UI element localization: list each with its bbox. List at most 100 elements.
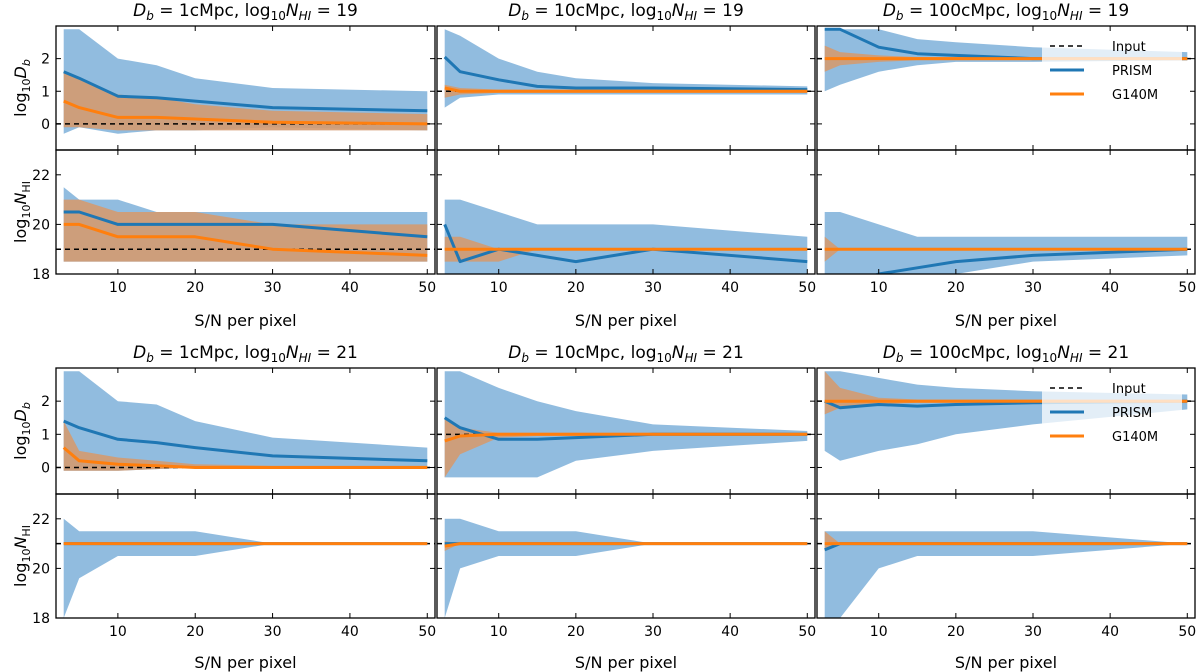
prism-band	[824, 212, 1188, 274]
title-D: D	[133, 1, 146, 21]
prism-band	[444, 371, 808, 478]
title-D: D	[883, 1, 896, 21]
y-tick-label: 1	[41, 427, 50, 443]
ylabel-10: 10	[20, 78, 33, 92]
db-plot-area	[437, 29, 815, 108]
legend: Input PRISM G140M	[1042, 374, 1182, 452]
x-tick-label: 50	[418, 624, 436, 640]
x-tick-label: 20	[186, 624, 204, 640]
title-10-sub: 10	[271, 9, 286, 23]
nh-plot-area	[56, 187, 435, 262]
x-tick-label: 20	[947, 624, 965, 640]
nh-frame	[55, 149, 436, 275]
legend-input-label: Input	[1112, 40, 1146, 55]
x-tick-label: 40	[341, 624, 359, 640]
x-tick-label: 10	[870, 280, 888, 296]
title-D: D	[508, 1, 521, 21]
g140m-line	[63, 99, 428, 126]
panel-title: Db = 100cMpc, log10NHI = 21	[883, 343, 1129, 365]
title-mid: = 1cMpc, log	[154, 1, 271, 21]
title-HI-sub: HI	[299, 9, 312, 23]
ylabel-D: D	[11, 409, 30, 421]
title-N: N	[1057, 1, 1070, 21]
x-tick-label: 50	[418, 280, 436, 296]
panel-title: Db = 100cMpc, log10NHI = 19	[883, 1, 1129, 23]
ylabel-HI: HI	[20, 525, 33, 537]
ylabel-log: log	[11, 435, 30, 459]
title-b-sub: b	[896, 351, 904, 365]
title-mid: = 10cMpc, log	[529, 343, 657, 363]
g140m-band	[63, 421, 428, 471]
prism-line	[824, 399, 1188, 410]
title-mid: = 1cMpc, log	[154, 343, 271, 363]
g140m-band	[63, 71, 428, 131]
title-10-sub: 10	[657, 9, 672, 23]
panel-title: Db = 1cMpc, log10NHI = 21	[133, 343, 358, 365]
x-tick-label: 10	[109, 280, 127, 296]
x-tick-label: 40	[341, 280, 359, 296]
title-HI-sub: HI	[685, 9, 698, 23]
y-tick-label: 2	[41, 52, 50, 68]
title-10-sub: 10	[271, 351, 286, 365]
x-tick-label: 10	[109, 624, 127, 640]
x-tick-label: 10	[870, 624, 888, 640]
x-tick-label: 50	[1178, 624, 1196, 640]
db-plot-area	[56, 371, 435, 471]
title-10-sub: 10	[1042, 351, 1057, 365]
ylabel-N: N	[11, 537, 30, 549]
y-tick-label: 2	[41, 394, 50, 410]
y-axis-label-db: log10Db	[11, 59, 33, 117]
y-tick-label: 0	[41, 460, 50, 476]
prism-line	[63, 70, 428, 113]
x-tick-label: 50	[798, 280, 816, 296]
g140m-line	[444, 542, 808, 548]
x-tick-label: 40	[1101, 624, 1119, 640]
title-N: N	[286, 1, 299, 21]
title-HI-sub: HI	[685, 351, 698, 365]
title-HI-sub: HI	[1070, 351, 1083, 365]
db-plot-area	[56, 29, 435, 134]
x-tick-label: 30	[264, 624, 282, 640]
y-tick-label: 18	[32, 267, 50, 283]
prism-line	[63, 419, 428, 463]
title-10-sub: 10	[1042, 9, 1057, 23]
x-tick-label: 40	[721, 624, 739, 640]
x-tick-label: 40	[721, 280, 739, 296]
ylabel-10: 10	[20, 421, 33, 435]
nh-frame	[55, 493, 436, 619]
ylabel-D: D	[11, 66, 30, 78]
prism-band	[63, 371, 428, 471]
title-value: = 21	[1082, 343, 1129, 363]
db-plot-area	[437, 371, 815, 478]
title-value: = 19	[1082, 1, 1129, 21]
prism-band	[824, 29, 1188, 92]
x-tick-label: 10	[490, 280, 508, 296]
ylabel-10: 10	[20, 549, 33, 563]
x-tick-label: 20	[567, 624, 585, 640]
title-value: = 21	[697, 343, 744, 363]
legend: Input PRISM G140M	[1042, 32, 1182, 110]
y-tick-label: 22	[32, 512, 50, 528]
y-tick-label: 1	[41, 84, 50, 100]
nh-frame	[816, 493, 1196, 619]
title-mid: = 100cMpc, log	[904, 343, 1042, 363]
x-axis-label: S/N per pixel	[575, 311, 677, 330]
title-N: N	[672, 1, 685, 21]
y-tick-label: 22	[32, 168, 50, 184]
panel-title: Db = 10cMpc, log10NHI = 19	[508, 1, 744, 23]
x-tick-label: 40	[1101, 280, 1119, 296]
title-N: N	[1057, 343, 1070, 363]
panel-title: Db = 10cMpc, log10NHI = 21	[508, 343, 744, 365]
ylabel-log: log	[11, 563, 30, 587]
title-D: D	[133, 343, 146, 363]
ylabel-b: b	[20, 402, 33, 409]
nh-frame	[436, 493, 816, 619]
x-axis-label: S/N per pixel	[194, 311, 296, 330]
title-mid: = 100cMpc, log	[904, 1, 1042, 21]
legend-g140m-label: G140M	[1112, 88, 1158, 103]
y-axis-label-db: log10Db	[11, 402, 33, 460]
nh-frame	[436, 149, 816, 275]
x-tick-label: 20	[947, 280, 965, 296]
title-mid: = 10cMpc, log	[529, 1, 657, 21]
